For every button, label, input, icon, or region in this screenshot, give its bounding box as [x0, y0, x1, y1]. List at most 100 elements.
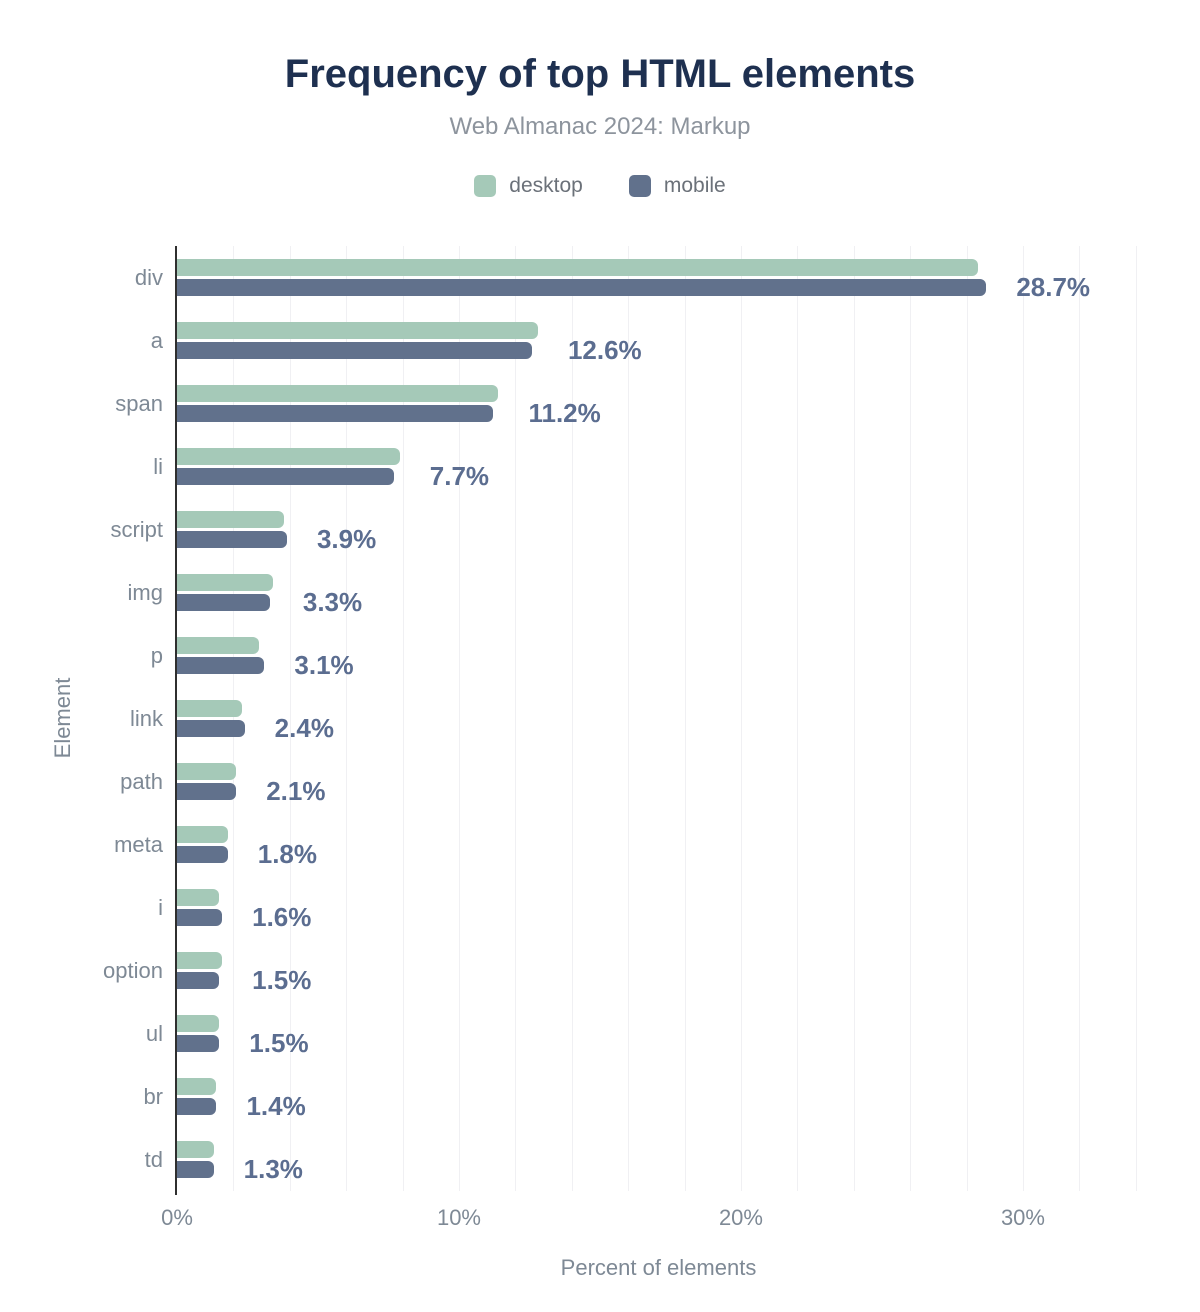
bar-desktop-br[interactable] [177, 1078, 217, 1095]
bar-mobile-span[interactable] [177, 405, 493, 422]
chart-row-br: br 1.4% [143, 1065, 1140, 1128]
chart-row-span: span 11.2% [115, 372, 1140, 435]
bar-desktop-p[interactable] [177, 637, 259, 654]
x-axis-title: Percent of elements [560, 1255, 757, 1280]
category-label: a [150, 327, 163, 353]
bar-desktop-a[interactable] [177, 322, 538, 339]
chart-row-a: a 12.6% [151, 309, 1140, 372]
value-label: 2.4% [274, 713, 334, 743]
value-label: 12.6% [567, 335, 642, 365]
gridline [233, 246, 235, 1191]
bar-mobile-i[interactable] [177, 909, 223, 926]
category-label: img [127, 579, 163, 605]
bar-desktop-option[interactable] [177, 952, 223, 969]
category-label: div [134, 264, 163, 290]
category-label: ul [145, 1020, 163, 1046]
chart-row-p: p 3.1% [151, 624, 1140, 687]
bar-desktop-link[interactable] [177, 700, 242, 717]
chart-row-path: path 2.1% [120, 750, 1140, 813]
bar-desktop-script[interactable] [177, 511, 285, 528]
bar-chart: Element div 28.7% a 12.6% span 11.2% li 7.7% scr… [0, 246, 1200, 1195]
gridline [966, 246, 968, 1191]
legend-item-desktop[interactable]: desktop [474, 174, 583, 198]
gridline [910, 246, 912, 1191]
y-axis-line [175, 246, 177, 1195]
bar-desktop-td[interactable] [177, 1141, 214, 1158]
value-label: 3.3% [302, 587, 363, 617]
bar-desktop-img[interactable] [177, 574, 273, 591]
legend-item-mobile[interactable]: mobile [628, 174, 726, 198]
value-label: 1.4% [246, 1091, 306, 1121]
gridline [289, 246, 291, 1191]
value-label: 3.1% [294, 650, 354, 680]
bar-mobile-div[interactable] [177, 279, 987, 296]
category-label: meta [114, 831, 163, 857]
bar-mobile-meta[interactable] [177, 846, 228, 863]
category-label: span [115, 390, 163, 416]
value-label: 2.1% [266, 776, 326, 806]
gridline [515, 246, 517, 1191]
bar-mobile-a[interactable] [177, 342, 533, 359]
bar-mobile-path[interactable] [177, 783, 237, 800]
bar-mobile-img[interactable] [177, 594, 271, 611]
legend-label-desktop: desktop [509, 174, 583, 197]
bar-desktop-path[interactable] [177, 763, 237, 780]
bar-desktop-li[interactable] [177, 448, 400, 465]
value-label: 1.5% [252, 965, 312, 995]
category-label: br [143, 1083, 163, 1109]
category-label: td [144, 1146, 163, 1172]
x-tick-label: 0% [161, 1205, 193, 1230]
gridline [346, 246, 348, 1191]
gridline [628, 246, 630, 1191]
chart-subtitle: Web Almanac 2024: Markup [449, 113, 751, 140]
bar-mobile-option[interactable] [177, 972, 220, 989]
value-label: 28.7% [1016, 272, 1091, 302]
bar-mobile-ul[interactable] [177, 1035, 220, 1052]
bar-desktop-meta[interactable] [177, 826, 228, 843]
value-label: 1.8% [257, 839, 318, 869]
chart-row-li: li 7.7% [153, 435, 1140, 498]
gridline [853, 246, 855, 1191]
bar-mobile-td[interactable] [177, 1161, 214, 1178]
bar-desktop-ul[interactable] [177, 1015, 220, 1032]
chart-row-div: div 28.7% [135, 246, 1140, 309]
bar-desktop-div[interactable] [177, 259, 978, 276]
chart-row-ul: ul 1.5% [146, 1002, 1140, 1065]
chart-row-link: link 2.4% [130, 687, 1140, 750]
x-tick-label: 30% [1000, 1205, 1045, 1230]
chart-row-meta: meta 1.8% [114, 813, 1140, 876]
plot-area: div 28.7% a 12.6% span 11.2% li 7.7% script 3.9% i… [103, 246, 1140, 1195]
chart-row-td: td 1.3% [145, 1128, 1140, 1191]
category-label: li [153, 453, 163, 479]
category-label: link [129, 705, 163, 731]
bar-mobile-li[interactable] [177, 468, 395, 485]
desktop-swatch-icon [474, 175, 497, 197]
category-label: i [158, 894, 163, 920]
value-label: 3.9% [316, 524, 377, 554]
chart-row-script: script 3.9% [110, 498, 1140, 561]
category-label: option [103, 957, 163, 983]
x-axis-ticks: 0% 10% 20% 30% [161, 1205, 1140, 1231]
mobile-swatch-icon [628, 175, 651, 197]
chart-title: Frequency of top HTML elements [284, 52, 916, 96]
gridline [740, 246, 742, 1191]
bar-mobile-br[interactable] [177, 1098, 217, 1115]
bar-mobile-p[interactable] [177, 657, 265, 674]
chart-row-option: option 1.5% [103, 939, 1140, 1002]
legend-label-mobile: mobile [663, 174, 726, 197]
gridline [1022, 246, 1024, 1191]
chart-row-img: img 3.3% [128, 561, 1140, 624]
y-axis-title: Element [50, 677, 75, 759]
bar-mobile-link[interactable] [177, 720, 245, 737]
bar-desktop-span[interactable] [177, 385, 499, 402]
value-label: 1.6% [252, 902, 312, 932]
value-label: 1.5% [249, 1028, 309, 1058]
gridline [684, 246, 686, 1191]
category-label: script [110, 516, 163, 542]
category-label: p [150, 642, 163, 668]
bar-desktop-i[interactable] [177, 889, 220, 906]
bar-mobile-script[interactable] [177, 531, 287, 548]
value-label: 1.3% [243, 1154, 303, 1184]
gridline [458, 246, 460, 1191]
